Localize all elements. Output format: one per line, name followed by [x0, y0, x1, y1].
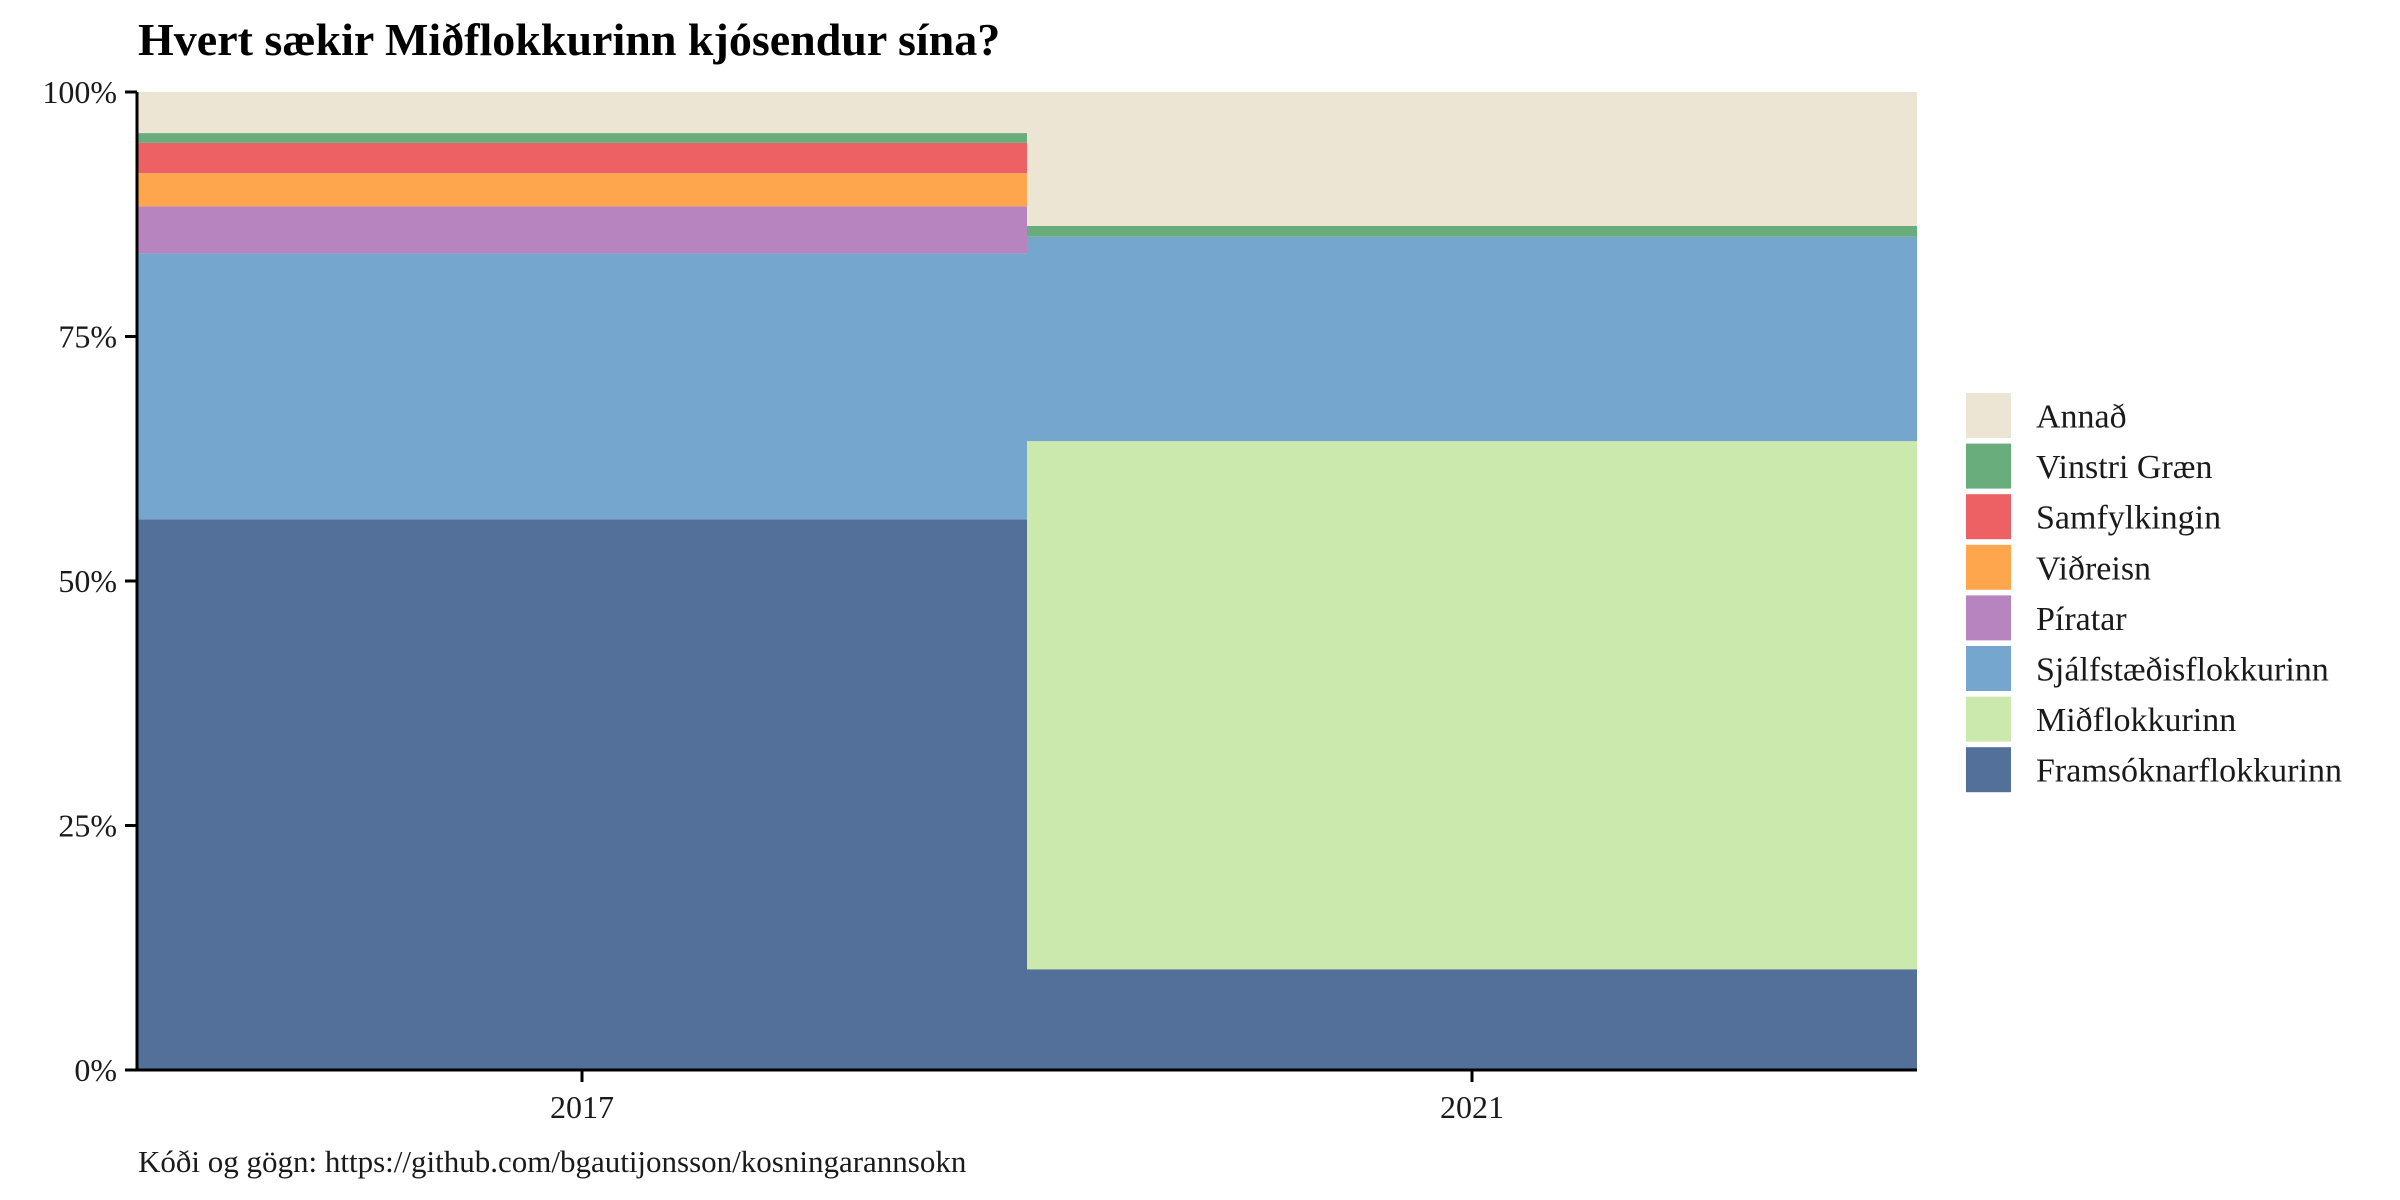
- legend-swatch: [1966, 443, 2011, 489]
- legend-label: Miðflokkurinn: [2036, 702, 2236, 739]
- bar-segment-2017-5: [137, 173, 1027, 207]
- legend-label: Viðreisn: [2036, 550, 2151, 587]
- bar-segment-2021-7: [1027, 225, 1917, 237]
- legend-label: Sjálfstæðisflokkurinn: [2036, 652, 2329, 689]
- legend-swatch: [1966, 544, 2011, 590]
- bar-segment-2017-6: [137, 142, 1027, 174]
- legend-label: Framsóknarflokkurinn: [2036, 753, 2342, 790]
- legend-label: Annað: [2036, 399, 2127, 436]
- axes: 0% 25% 50% 75% 100% 2017 2021: [42, 74, 1917, 1125]
- bar-segment-2021-8: [1027, 92, 1917, 226]
- legend-label: Vinstri Græn: [2036, 449, 2212, 486]
- bar-segment-2017-8: [137, 92, 1027, 134]
- legend-label: Píratar: [2036, 601, 2127, 638]
- chart-caption: Kóði og gögn: https://github.com/bgautij…: [138, 1144, 967, 1179]
- legend-swatch: [1966, 646, 2011, 691]
- legend-label: Samfylkingin: [2036, 500, 2221, 537]
- y-tick-label: 100%: [42, 74, 117, 110]
- bar-segment-2021-3: [1027, 236, 1917, 442]
- x-tick-label: 2017: [550, 1089, 614, 1125]
- bar-segment-2021-1: [1027, 969, 1917, 1070]
- legend-swatch: [1966, 696, 2011, 742]
- y-tick-label: 75%: [58, 319, 117, 355]
- y-tick-label: 25%: [58, 808, 117, 844]
- y-tick-label: 0%: [74, 1052, 117, 1088]
- legend-swatch: [1966, 494, 2011, 540]
- bar-segment-2021-2: [1027, 441, 1917, 970]
- bar-segment-2017-1: [137, 519, 1027, 1070]
- legend: Annað Vinstri Græn Samfylkingin Viðreisn Pír…: [1966, 393, 2342, 793]
- legend-swatch: [1966, 595, 2011, 641]
- chart-title: Hvert sækir Miðflokkurinn kjósendur sína…: [138, 14, 1000, 65]
- bar-segment-2017-7: [137, 133, 1027, 143]
- y-tick-label: 50%: [58, 563, 117, 599]
- plot-area: [137, 92, 1917, 1070]
- legend-swatch: [1966, 747, 2011, 793]
- legend-swatch: [1966, 393, 2011, 438]
- x-tick-label: 2021: [1440, 1089, 1504, 1125]
- bar-segment-2017-4: [137, 206, 1027, 254]
- bar-segment-2017-3: [137, 253, 1027, 520]
